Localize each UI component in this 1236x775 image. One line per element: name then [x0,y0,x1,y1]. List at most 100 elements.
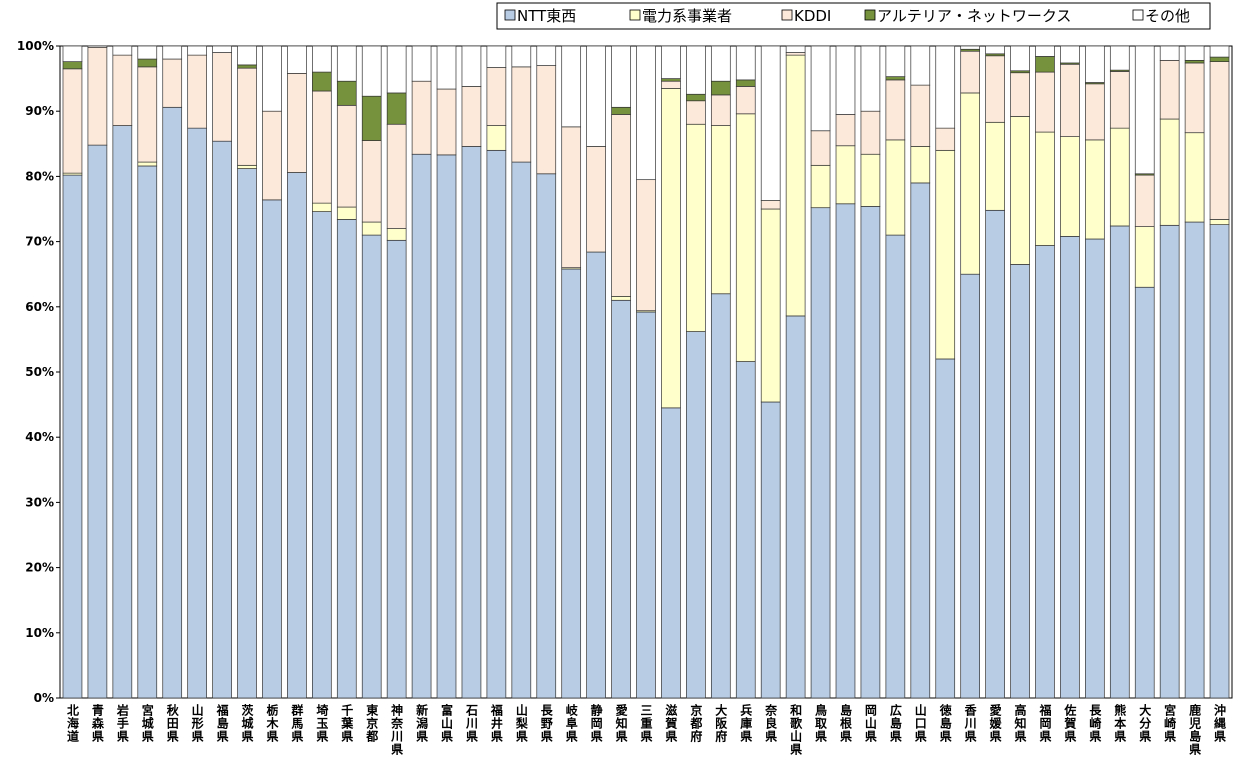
bar-segment [536,45,557,66]
bar-segment [237,168,257,699]
bar-segment [1184,132,1205,223]
bar-segment [361,221,382,236]
bar-segment [1134,286,1155,699]
legend-label: その他 [1145,7,1190,25]
bar-segment [486,67,507,126]
bar-segment [1209,219,1230,225]
bar-segment [212,45,232,53]
bar-segment [62,174,83,699]
bar-segment [1159,224,1180,699]
bar-segment [636,45,656,181]
x-tick-label: 長野県 [539,703,553,743]
bar-segment [386,92,407,125]
bar-segment [985,45,1005,55]
bar-segment [785,45,806,53]
bar-segment [935,45,956,129]
x-tick-label: 香川県 [963,703,977,743]
bar-segment [361,140,382,223]
bar-segment [760,45,781,201]
bar-segment [386,239,407,699]
bar-segment [735,79,756,87]
bar-segment [1209,56,1230,62]
bar-segment [287,45,307,74]
bar-segment [885,45,906,77]
x-tick-label: 福井県 [489,703,503,743]
bar-segment [760,401,781,699]
bar-segment [137,161,158,167]
bar-segment [1134,45,1155,175]
y-tick-label: 70% [25,235,54,249]
bar-segment [1085,45,1105,83]
bar-segment [1010,116,1030,265]
x-tick-label: 島根県 [838,703,852,743]
x-tick-label: 東京都 [365,703,379,743]
bar-segment [935,127,956,151]
y-tick-label: 60% [25,300,54,314]
bar-segment [735,86,756,115]
bar-segment [710,80,731,96]
x-tick-label: 三重県 [639,704,653,743]
bar-segment [785,54,806,317]
bar-segment [985,55,1005,123]
x-tick-label: 福岡県 [1038,703,1052,743]
y-tick-label: 30% [25,495,54,509]
x-tick-label: 神奈川県 [390,703,404,756]
legend-label: NTT東西 [517,7,576,25]
bar-segment [62,61,83,70]
bar-segment [1209,61,1230,220]
bar-segment [611,296,631,301]
bar-segment [62,45,83,62]
y-tick-label: 80% [25,169,54,183]
bar-segment [960,273,980,699]
bar-segment [486,149,507,699]
x-tick-label: 新潟県 [415,703,429,743]
bar-segment [710,293,731,699]
bar-segment [885,139,906,236]
bar-segment [262,45,282,112]
bar-segment [511,45,532,68]
bar-segment [511,161,532,699]
bar-segment [312,90,332,204]
x-tick-label: 奈良県 [764,703,778,743]
bar-segment [411,80,432,155]
bar-segment [361,234,382,699]
bar-segment [1010,264,1030,699]
bar-segment [1184,221,1205,699]
bar-segment [1035,245,1055,699]
legend-swatch [781,9,793,21]
x-tick-label: 宮城県 [140,703,154,743]
bar-segment [935,149,956,360]
bar-segment [336,219,357,699]
bar-segment [561,45,582,128]
bar-segment [237,64,257,69]
x-tick-label: 静岡県 [589,703,603,743]
bar-segment [162,45,183,60]
x-tick-label: 青森県 [90,703,104,743]
bar-segment [1109,225,1130,699]
bar-segment [1035,56,1055,73]
bar-segment [686,123,706,332]
bar-segment [1060,45,1080,64]
bar-segment [586,45,606,147]
bar-segment [336,80,357,106]
bar-segment [636,179,656,312]
bar-segment [735,113,756,362]
bar-segment [461,86,482,147]
bar-segment [785,52,806,56]
bar-segment [112,125,133,699]
bar-segment [336,206,357,220]
legend-label: 電力系事業者 [642,7,732,25]
bar-segment [187,45,207,56]
x-tick-label: 岡山県 [863,704,877,743]
bar-segment [910,146,931,184]
x-tick-label: 福島県 [215,703,229,743]
bar-segment [1060,236,1080,699]
bar-segment [785,315,806,699]
bar-segment [810,45,831,132]
bar-segment [760,200,781,210]
bar-segment [62,68,83,174]
bar-segment [1085,83,1105,141]
bar-segment [1035,45,1055,57]
x-tick-label: 秋田県 [165,703,179,743]
bar-segment [386,45,407,94]
